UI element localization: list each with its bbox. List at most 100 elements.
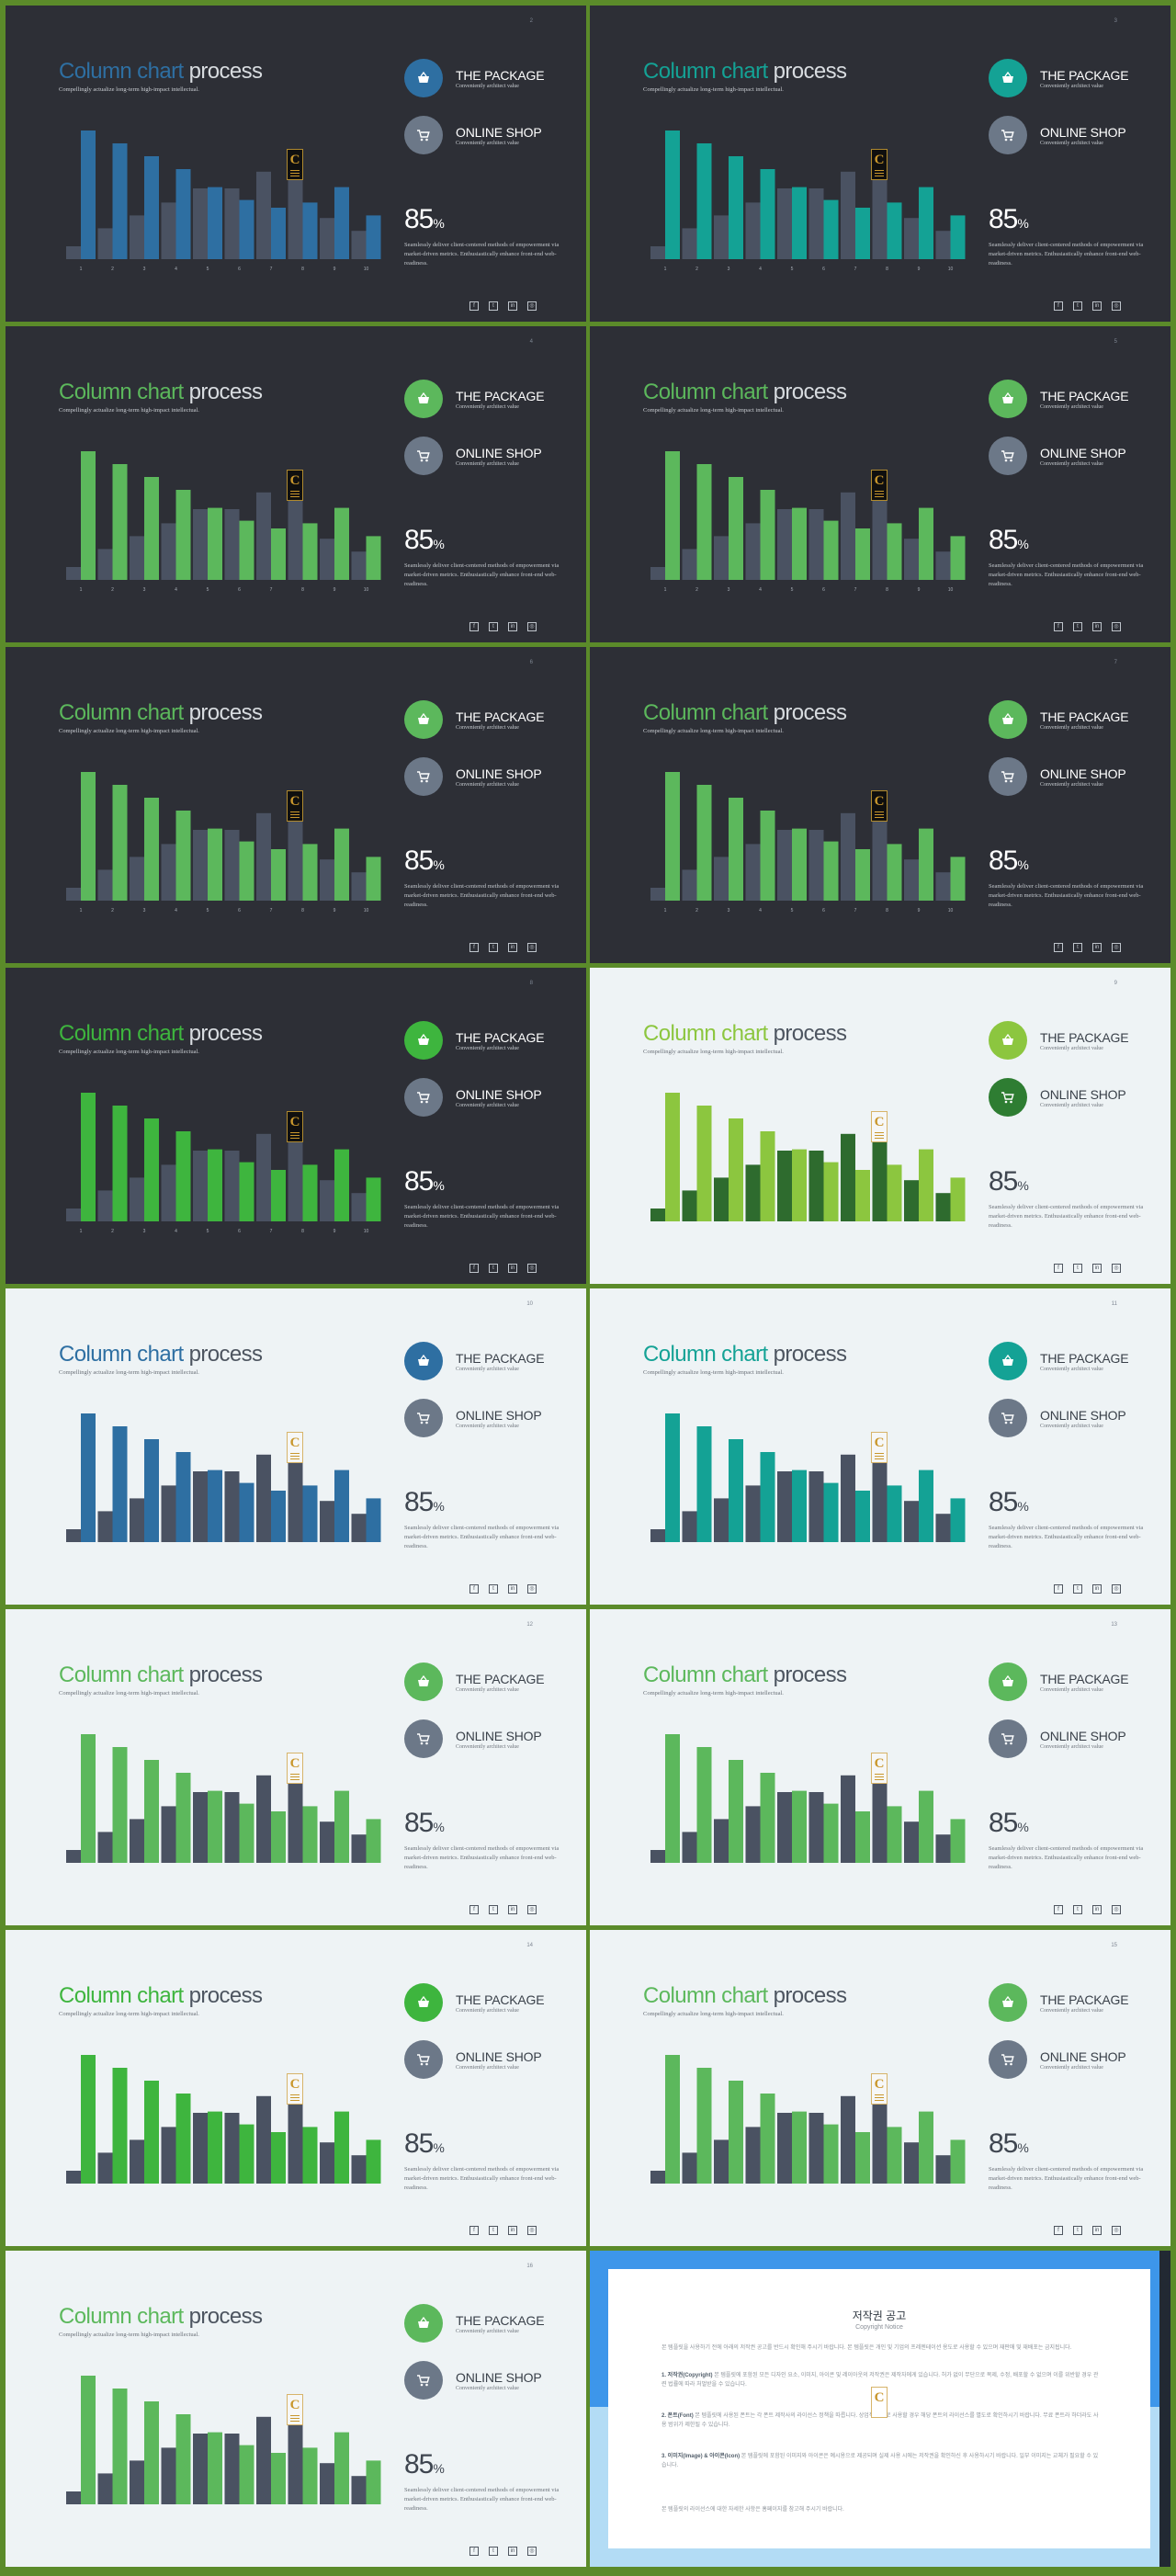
- shop-icon-circle[interactable]: [404, 2040, 443, 2079]
- package-icon-circle[interactable]: [404, 1021, 443, 1060]
- facebook-icon[interactable]: f: [469, 1264, 479, 1273]
- instagram-icon[interactable]: ◎: [527, 943, 537, 952]
- linkedin-icon[interactable]: in: [1092, 943, 1102, 952]
- instagram-icon[interactable]: ◎: [1112, 943, 1121, 952]
- facebook-icon[interactable]: f: [1054, 622, 1063, 631]
- package-icon-circle[interactable]: [989, 700, 1027, 739]
- package-icon-circle[interactable]: [404, 700, 443, 739]
- twitter-icon[interactable]: t: [1073, 301, 1082, 311]
- title-word: process: [183, 1983, 263, 2008]
- package-icon-circle[interactable]: [404, 380, 443, 418]
- shop-icon-circle[interactable]: [989, 1719, 1027, 1758]
- shop-icon-circle[interactable]: [404, 1399, 443, 1437]
- linkedin-icon[interactable]: in: [1092, 1264, 1102, 1273]
- facebook-icon[interactable]: f: [469, 622, 479, 631]
- package-icon-circle[interactable]: [404, 1662, 443, 1701]
- twitter-icon[interactable]: t: [489, 943, 498, 952]
- bar-series2-9: [334, 1790, 349, 1863]
- linkedin-icon[interactable]: in: [1092, 301, 1102, 311]
- facebook-icon[interactable]: f: [469, 1584, 479, 1594]
- twitter-icon[interactable]: t: [1073, 1905, 1082, 1914]
- instagram-icon[interactable]: ◎: [527, 301, 537, 311]
- shop-icon-circle[interactable]: [404, 116, 443, 154]
- twitter-icon[interactable]: t: [489, 2547, 498, 2556]
- twitter-icon[interactable]: t: [1073, 2226, 1082, 2235]
- package-icon-circle[interactable]: [989, 1662, 1027, 1701]
- twitter-icon[interactable]: t: [1073, 622, 1082, 631]
- package-icon-circle[interactable]: [404, 1983, 443, 2022]
- package-icon-circle[interactable]: [989, 1342, 1027, 1380]
- instagram-icon[interactable]: ◎: [1112, 1584, 1121, 1594]
- shop-icon-circle[interactable]: [404, 757, 443, 796]
- package-icon-circle[interactable]: [404, 2304, 443, 2343]
- instagram-icon[interactable]: ◎: [1112, 2226, 1121, 2235]
- instagram-icon[interactable]: ◎: [1112, 622, 1121, 631]
- facebook-icon[interactable]: f: [469, 301, 479, 311]
- facebook-icon[interactable]: f: [1054, 1584, 1063, 1594]
- facebook-icon[interactable]: f: [1054, 2226, 1063, 2235]
- basket-icon: [418, 1674, 429, 1686]
- shop-icon-circle[interactable]: [989, 2040, 1027, 2079]
- twitter-icon[interactable]: t: [489, 2226, 498, 2235]
- twitter-icon[interactable]: t: [489, 1584, 498, 1594]
- percent-value: 85: [989, 1166, 1018, 1197]
- facebook-icon[interactable]: f: [469, 943, 479, 952]
- twitter-icon[interactable]: t: [489, 1905, 498, 1914]
- package-icon-circle[interactable]: [989, 1983, 1027, 2022]
- facebook-icon[interactable]: f: [469, 1905, 479, 1914]
- linkedin-icon[interactable]: in: [508, 301, 517, 311]
- shop-icon-circle[interactable]: [404, 1719, 443, 1758]
- package-icon-circle[interactable]: [404, 1342, 443, 1380]
- linkedin-icon[interactable]: in: [508, 2547, 517, 2556]
- notice-right-edge: [1159, 2251, 1170, 2567]
- shop-icon-circle[interactable]: [404, 2361, 443, 2400]
- instagram-icon[interactable]: ◎: [1112, 1905, 1121, 1914]
- linkedin-icon[interactable]: in: [1092, 2226, 1102, 2235]
- linkedin-icon[interactable]: in: [508, 1584, 517, 1594]
- instagram-icon[interactable]: ◎: [1112, 301, 1121, 311]
- instagram-icon[interactable]: ◎: [527, 1584, 537, 1594]
- linkedin-icon[interactable]: in: [1092, 1905, 1102, 1914]
- instagram-icon[interactable]: ◎: [527, 622, 537, 631]
- linkedin-icon[interactable]: in: [1092, 1584, 1102, 1594]
- shop-icon-circle[interactable]: [404, 1078, 443, 1117]
- facebook-icon[interactable]: f: [469, 2226, 479, 2235]
- twitter-icon[interactable]: t: [489, 622, 498, 631]
- shop-icon-circle[interactable]: [404, 437, 443, 475]
- linkedin-icon[interactable]: in: [1092, 622, 1102, 631]
- twitter-icon[interactable]: t: [1073, 943, 1082, 952]
- x-tick-label: 3: [143, 267, 146, 272]
- package-icon-circle[interactable]: [989, 1021, 1027, 1060]
- twitter-icon[interactable]: t: [489, 1264, 498, 1273]
- facebook-icon[interactable]: f: [1054, 1264, 1063, 1273]
- facebook-icon[interactable]: f: [1054, 943, 1063, 952]
- instagram-icon[interactable]: ◎: [527, 1264, 537, 1273]
- package-icon-circle[interactable]: [404, 59, 443, 97]
- package-icon-circle[interactable]: [989, 380, 1027, 418]
- instagram-icon[interactable]: ◎: [1112, 1264, 1121, 1273]
- shop-icon-circle[interactable]: [989, 1078, 1027, 1117]
- shop-icon-circle[interactable]: [989, 1399, 1027, 1437]
- instagram-icon[interactable]: ◎: [527, 2226, 537, 2235]
- linkedin-icon[interactable]: in: [508, 2226, 517, 2235]
- twitter-icon[interactable]: t: [1073, 1264, 1082, 1273]
- package-icon-circle[interactable]: [989, 59, 1027, 97]
- twitter-icon[interactable]: t: [1073, 1584, 1082, 1594]
- twitter-icon[interactable]: t: [489, 301, 498, 311]
- linkedin-icon[interactable]: in: [508, 1264, 517, 1273]
- facebook-icon[interactable]: f: [469, 2547, 479, 2556]
- facebook-icon[interactable]: f: [1054, 1905, 1063, 1914]
- linkedin-icon[interactable]: in: [508, 622, 517, 631]
- instagram-icon[interactable]: ◎: [527, 1905, 537, 1914]
- linkedin-icon[interactable]: in: [508, 1905, 517, 1914]
- linkedin-icon[interactable]: in: [508, 943, 517, 952]
- bar-series1-7: [841, 492, 855, 580]
- shop-icon-circle[interactable]: [989, 437, 1027, 475]
- instagram-icon[interactable]: ◎: [527, 2547, 537, 2556]
- slide: 11 Column chart process Compellingly actua…: [590, 1288, 1170, 1605]
- shop-sub: Conveniently architect value: [456, 461, 519, 467]
- shop-icon-circle[interactable]: [989, 757, 1027, 796]
- bar-series1-9: [904, 1501, 919, 1542]
- shop-icon-circle[interactable]: [989, 116, 1027, 154]
- facebook-icon[interactable]: f: [1054, 301, 1063, 311]
